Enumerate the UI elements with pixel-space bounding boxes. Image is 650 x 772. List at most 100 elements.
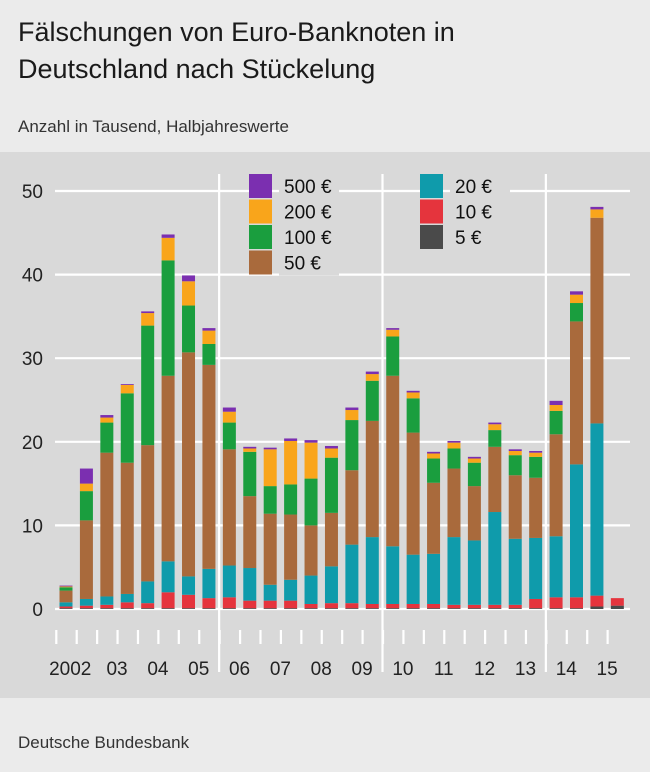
bar-segment [549,536,563,598]
bar-segment [202,364,216,569]
bar-segment [365,603,379,609]
bar-segment [508,449,522,451]
bar-segment [161,592,175,609]
bar-segment [222,608,236,609]
x-tick-label-05: 05 [188,659,209,680]
bar-segment [79,491,93,521]
bar-segment [263,600,277,609]
bar-segment [406,392,420,399]
bar-segment [79,468,93,484]
bar-segment [467,486,481,541]
x-tick-label-13: 13 [515,659,536,680]
legend-label: 100 € [284,228,332,249]
bar-segment [365,371,379,375]
bar-segment [79,483,93,492]
bar-segment [141,445,155,582]
bar-segment [488,608,502,609]
y-tick-label-10: 10 [22,516,43,537]
bar-segment [182,576,196,595]
bar-segment [120,384,134,394]
legend-label: 5 € [455,228,482,249]
y-tick-label-50: 50 [22,182,43,203]
bar-segment [120,608,134,609]
bar-segment [365,420,379,538]
legend-swatch [249,250,272,275]
bar-segment [529,608,543,609]
bar-segment [488,604,502,609]
bar-segment [386,329,400,337]
chart-subtitle: Anzahl in Tausend, Halbjahreswerte [18,117,289,136]
bar-segment [263,608,277,609]
bar-segment [243,451,257,497]
bar-segment [141,581,155,604]
bar-segment [590,217,604,424]
legend-label-bg [279,251,339,276]
bar-segment [161,237,175,261]
bar-segment [529,537,543,599]
bar-segment [508,455,522,476]
bar-segment [182,281,196,306]
bar-segment [590,606,604,609]
bar-segment [120,393,134,463]
bar-segment [570,597,583,609]
bar-segment [243,448,257,452]
bar-segment [202,568,216,599]
x-tick-label-2002: 2002 [49,659,91,680]
bar-segment [222,422,236,450]
bar-segment [304,440,318,443]
bar-segment [284,440,298,485]
bar-segment [324,448,338,458]
bar-segment [590,209,604,218]
bar-segment [120,602,134,609]
chart-title-line1: Fälschungen von Euro-Banknoten in [18,17,455,47]
bar-segment [529,456,543,478]
bar-segment [365,374,379,381]
bar-segment [120,593,134,603]
bar-segment [488,430,502,447]
chart-area: 0 10 20 30 40 50 2002 03 04 05 06 07 08 09 10 11 12 13 14 1… [0,152,650,698]
bar-segment [427,603,441,609]
bar-segment [386,608,400,609]
bar-segment [141,325,155,446]
bar-segment [182,608,196,609]
bar-segment [100,596,114,605]
bar-segment [243,446,257,449]
bar-segment [488,512,502,605]
bar-segment [222,565,236,598]
bar-segment [427,608,441,609]
bar-segment [182,305,196,353]
bar-segment [406,432,420,555]
bar-segment [263,447,277,450]
bar-segment [202,343,216,365]
legend-swatch [249,199,272,224]
legend-label: 50 € [284,254,321,275]
bar-segment [100,422,114,453]
bar-segment [59,586,73,588]
bar-segment [161,561,175,593]
bar-segment [79,520,93,599]
bar-segment [324,608,338,609]
bar-segment [488,424,502,431]
chart-title-line2: Deutschland nach Stückelung [18,54,376,84]
bar-segment [243,496,257,569]
legend-swatch [420,174,443,198]
legend-label-bg [279,175,339,199]
bar-segment [202,598,216,609]
bar-segment [406,603,420,609]
source-note: Deutsche Bundesbank [18,733,190,752]
x-tick-label-07: 07 [270,659,291,680]
bar-segment [59,590,73,603]
bar-segment [324,566,338,604]
bar-segment [284,600,298,609]
bar-segment [141,311,155,314]
bar-segment [549,405,563,411]
bar-segment [488,446,502,513]
bar-segment [324,603,338,609]
bar-segment [284,514,298,580]
bar-segment [324,457,338,513]
legend-label-bg [279,200,339,225]
bar-segment [549,597,563,609]
bar-segment [549,608,563,609]
bar-segment [529,450,543,453]
x-tick-label-09: 09 [352,659,373,680]
